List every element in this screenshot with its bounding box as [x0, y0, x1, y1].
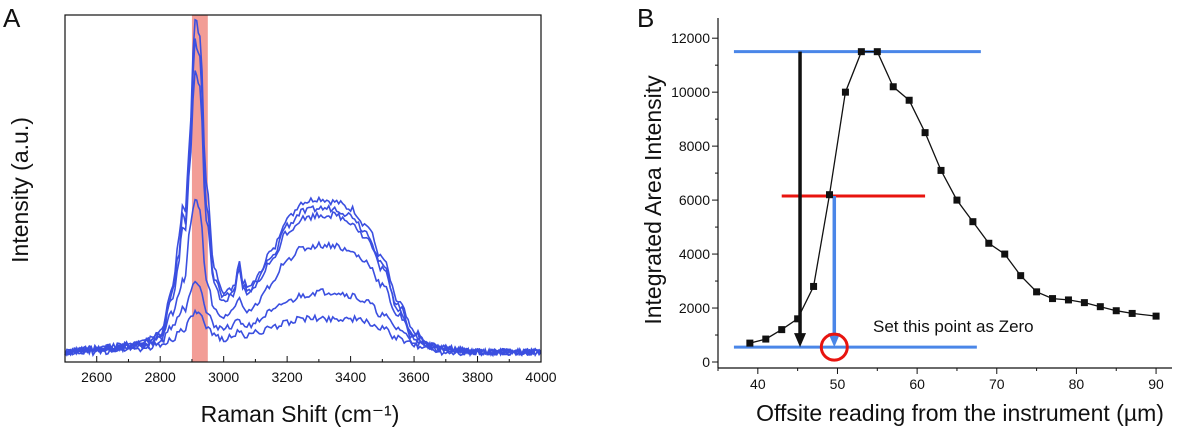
- spectrum-line: [64, 308, 542, 357]
- data-point: [1080, 299, 1088, 307]
- black-arrow-head: [794, 333, 807, 348]
- x-tick-label: 70: [989, 376, 1005, 392]
- data-point: [985, 239, 993, 247]
- x-tick-label: 80: [1069, 376, 1085, 392]
- data-point: [746, 339, 754, 347]
- data-point: [953, 196, 961, 204]
- panel-b: B 0 2000 4000 6000 8000 10000 12000 40 50 60 70 80 9…: [637, 3, 1172, 426]
- annotation-zero: Set this point as Zero: [873, 317, 1034, 336]
- data-point: [841, 88, 849, 96]
- y-tick-label: 4000: [679, 246, 710, 262]
- spectra-group: [64, 18, 542, 358]
- highlight-band: [191, 15, 208, 362]
- data-point: [1152, 312, 1160, 320]
- data-point: [1064, 296, 1072, 304]
- data-point: [810, 282, 818, 290]
- data-point: [921, 129, 929, 137]
- axes: 0 2000 4000 6000 8000 10000 12000 40 50 60 70 80 90: [671, 18, 1172, 392]
- x-tick-label: 3600: [398, 369, 429, 385]
- x-tick-label: 60: [909, 376, 925, 392]
- x-tick-label: 2600: [81, 369, 112, 385]
- x-tick-label: 2800: [145, 369, 176, 385]
- x-tick-label: 3200: [272, 369, 303, 385]
- data-point: [1112, 307, 1120, 315]
- y-tick-label: 0: [702, 354, 710, 370]
- data-point: [794, 315, 802, 323]
- data-point: [778, 326, 786, 334]
- data-point: [1033, 288, 1041, 296]
- data-point: [1017, 272, 1025, 280]
- data-point: [1096, 303, 1104, 311]
- spectrum-line: [64, 18, 542, 357]
- x-tick-label: 90: [1148, 376, 1164, 392]
- guide-lines: [733, 50, 981, 362]
- data-point: [889, 83, 897, 91]
- data-point: [873, 48, 881, 56]
- panel-a-label: A: [3, 3, 21, 33]
- data-point: [905, 96, 913, 104]
- panel-a: A 2600 2800 3000 3200 3400 3600 3800 4000 Raman…: [3, 3, 557, 427]
- data-point: [1001, 250, 1009, 258]
- x-axis-title: Offsite reading from the instrument (µm): [756, 400, 1164, 426]
- y-tick-label: 6000: [679, 192, 710, 208]
- y-tick-label: 10000: [671, 84, 710, 100]
- y-axis-title: Integrated Area Intensity: [640, 75, 666, 325]
- zero-point-circle: [819, 332, 849, 362]
- x-tick-label: 3400: [335, 369, 366, 385]
- x-tick-label: 4000: [525, 369, 556, 385]
- data-point: [969, 218, 977, 226]
- x-tick-label: 3800: [462, 369, 493, 385]
- x-tick-label: 40: [750, 376, 766, 392]
- y-axis-title: Intensity (a.u.): [7, 117, 33, 263]
- panel-b-label: B: [637, 3, 654, 33]
- blue-arrow-head: [828, 333, 841, 348]
- spectrum-line: [64, 198, 542, 357]
- x-axis-title: Raman Shift (cm⁻¹): [201, 401, 400, 427]
- x-tick-label: 3000: [208, 369, 239, 385]
- spectrum-line: [64, 70, 542, 357]
- data-point: [1049, 295, 1057, 303]
- data-point: [762, 335, 770, 343]
- data-point: [937, 166, 945, 174]
- y-tick-label: 2000: [679, 300, 710, 316]
- x-tick-label: 50: [830, 376, 846, 392]
- y-tick-label: 12000: [671, 30, 710, 46]
- spectrum-line: [64, 38, 542, 358]
- data-point: [857, 48, 865, 56]
- data-point: [826, 191, 834, 199]
- data-series: [746, 48, 1160, 347]
- x-axis-ticks: 2600 2800 3000 3200 3400 3600 3800 4000: [64, 356, 557, 385]
- y-tick-label: 8000: [679, 138, 710, 154]
- plot-frame: [64, 14, 542, 363]
- data-point: [1128, 309, 1136, 317]
